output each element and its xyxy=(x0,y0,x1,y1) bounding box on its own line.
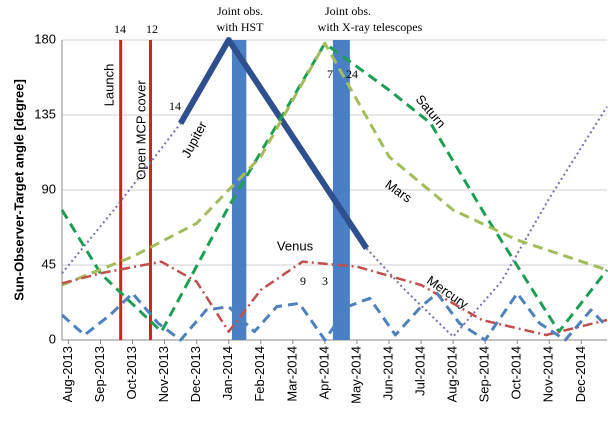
event-label: Open MCP cover xyxy=(133,80,148,180)
x-tick-label: Dec-2013 xyxy=(188,346,203,402)
x-tick-label: Sep-2013 xyxy=(92,346,107,402)
x-tick-label: Jan-2014 xyxy=(220,346,235,400)
annotation: 3 xyxy=(322,274,328,288)
x-tick-label: Aug-2014 xyxy=(445,346,460,402)
annotation: 14 xyxy=(169,99,181,113)
series-line xyxy=(60,41,608,334)
y-tick-label: 45 xyxy=(42,256,56,271)
y-tick-label: 135 xyxy=(34,106,56,121)
x-tick-label: Oct-2013 xyxy=(124,346,139,399)
series-line xyxy=(365,106,608,338)
x-tick-label: Nov-2013 xyxy=(156,346,171,402)
x-tick-label: Apr-2014 xyxy=(316,346,331,399)
x-tick-label: Jul-2014 xyxy=(412,346,427,396)
observation-label: Joint obs. xyxy=(217,4,263,18)
series-line xyxy=(61,122,182,274)
annotation: 24 xyxy=(346,67,358,81)
x-tick-label: Feb-2014 xyxy=(252,346,267,402)
y-tick-label: 0 xyxy=(49,331,56,346)
x-tick-label: Nov-2014 xyxy=(541,346,556,402)
series-line xyxy=(178,37,370,250)
series-line xyxy=(61,291,608,342)
series-line xyxy=(61,41,608,287)
x-tick-label: Mar-2014 xyxy=(284,346,299,402)
x-tick-label: Jun-2014 xyxy=(380,346,395,400)
series-label: Venus xyxy=(277,238,314,253)
annotation: 12 xyxy=(146,22,158,36)
x-tick-label: Dec-2014 xyxy=(573,346,588,402)
x-tick-label: Oct-2014 xyxy=(509,346,524,399)
y-axis-label: Sun-Observer-Target angle [degree] xyxy=(11,79,26,301)
annotation: 9 xyxy=(300,274,306,288)
annotation: 14 xyxy=(114,22,126,36)
observation-label: Joint obs. xyxy=(325,4,371,18)
y-tick-label: 90 xyxy=(42,181,56,196)
observation-label: with X-ray telescopes xyxy=(318,20,423,34)
x-tick-label: Sep-2014 xyxy=(477,346,492,402)
y-tick-label: 180 xyxy=(34,31,56,46)
x-tick-label: May-2014 xyxy=(348,346,363,404)
annotation: 7 xyxy=(327,67,333,81)
observation-label: with HST xyxy=(216,20,264,34)
event-label: Launch xyxy=(101,64,116,107)
x-tick-label: Aug-2013 xyxy=(60,346,75,402)
series-line xyxy=(61,260,608,337)
series-label: Mars xyxy=(382,177,415,206)
